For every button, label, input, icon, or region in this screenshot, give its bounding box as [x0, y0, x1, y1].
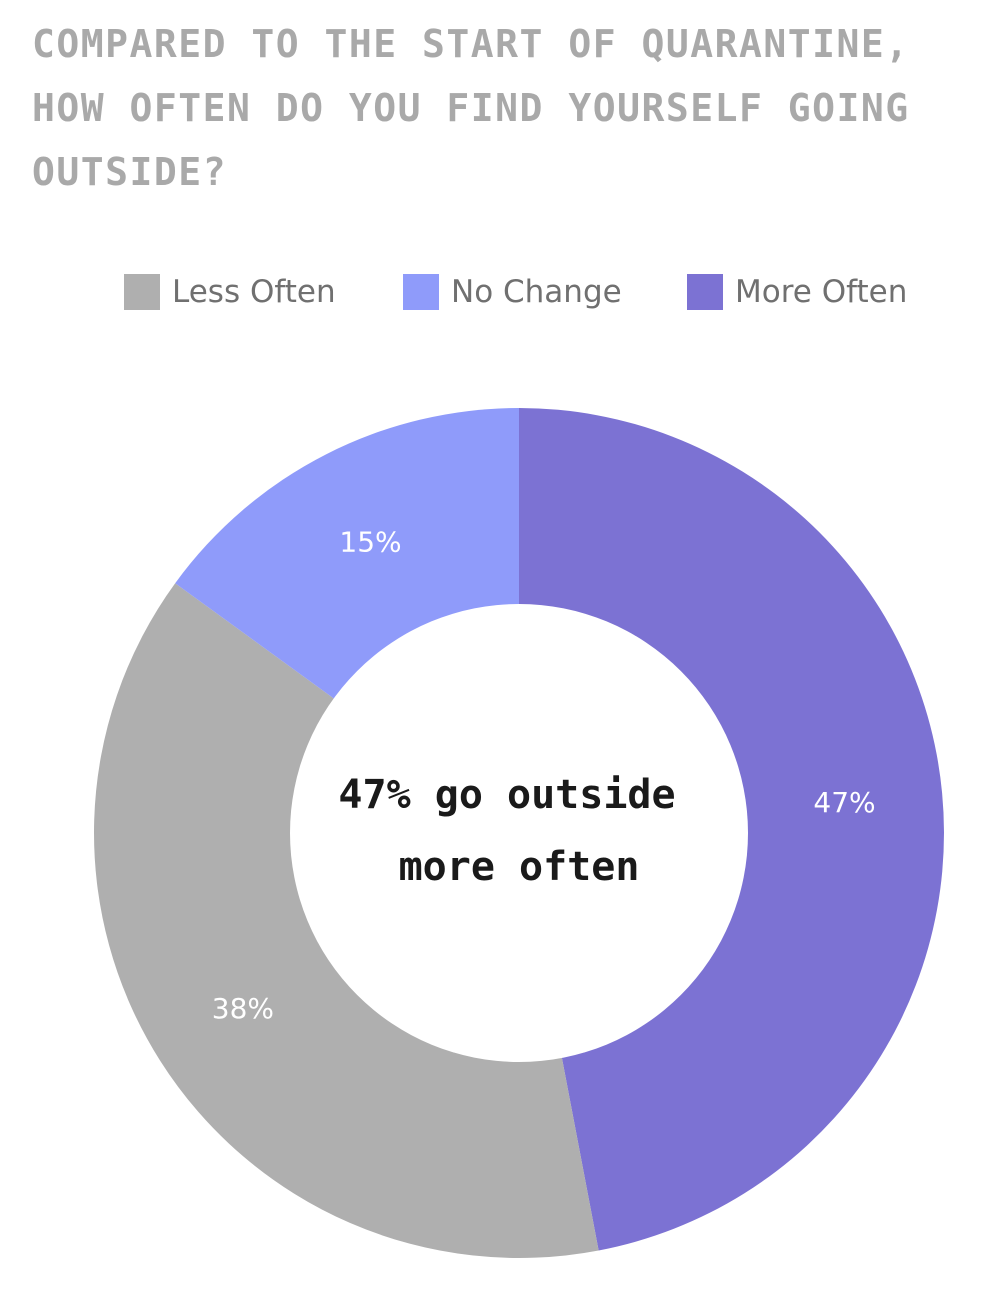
legend-item-less-often: Less Often: [124, 272, 336, 312]
legend-swatch-no-change: [403, 274, 439, 310]
slice-label-no-change: 15%: [339, 526, 401, 559]
legend-label-more-often: More Often: [735, 274, 908, 310]
legend-label-less-often: Less Often: [172, 274, 336, 310]
legend-swatch-more-often: [687, 274, 723, 310]
legend-swatch-less-often: [124, 274, 160, 310]
center-text-line-1: 47% go outside: [338, 772, 675, 818]
chart-legend: Less Often No Change More Often: [0, 272, 1000, 312]
legend-label-no-change: No Change: [451, 274, 622, 310]
center-text-line-2: more often: [399, 844, 640, 890]
chart-title: COMPARED TO THE START OF QUARANTINE, HOW…: [32, 22, 910, 194]
legend-item-no-change: No Change: [403, 272, 622, 312]
slice-label-more-often: 47%: [813, 786, 875, 819]
legend-item-more-often: More Often: [687, 272, 907, 312]
donut-hole: [290, 604, 748, 1062]
slice-label-less-often: 38%: [212, 992, 274, 1025]
